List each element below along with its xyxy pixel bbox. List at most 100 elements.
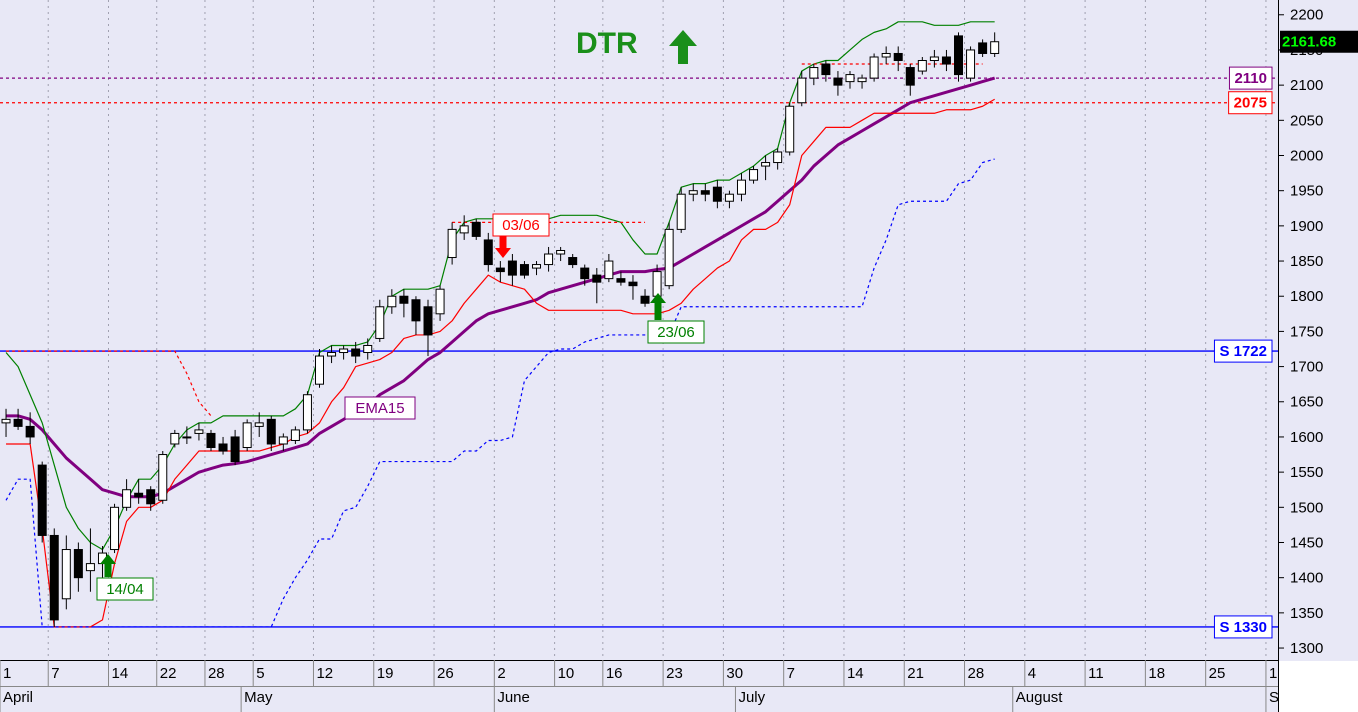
candle-body <box>266 418 276 445</box>
x-tick-label: 26 <box>437 665 454 682</box>
candle-body <box>483 239 493 266</box>
y-tick-label: 2050 <box>1290 112 1323 129</box>
y-tick-label: 1650 <box>1290 394 1323 411</box>
x-tick-label: 30 <box>726 665 743 682</box>
candle-body <box>869 56 879 79</box>
candle-body <box>447 228 457 259</box>
candle-body <box>917 60 927 72</box>
chart-title: DTR <box>576 27 638 60</box>
level-tag-label: 2110 <box>1234 70 1267 87</box>
y-tick-label: 1550 <box>1290 464 1323 481</box>
y-tick-label: 1450 <box>1290 534 1323 551</box>
x-tick-label: 4 <box>1028 665 1036 682</box>
candle-body <box>809 67 819 79</box>
x-tick-label: 11 <box>1088 665 1104 682</box>
candle-body <box>700 190 710 195</box>
x-tick-label: 16 <box>606 665 623 682</box>
candle-body <box>13 418 23 427</box>
candle-body <box>833 77 843 86</box>
candle-body <box>37 464 47 536</box>
candle-body <box>134 492 144 498</box>
y-tick-label: 1500 <box>1290 499 1323 516</box>
candle-body <box>399 295 409 304</box>
x-tick-label: 22 <box>160 665 177 682</box>
candle-body <box>73 549 83 579</box>
y-tick-label: 2000 <box>1290 147 1323 164</box>
x-tick-label: 7 <box>787 665 795 682</box>
candle-body <box>532 264 542 269</box>
title-arrow <box>669 30 697 64</box>
candle-body <box>857 77 867 83</box>
candle-body <box>736 179 746 195</box>
candle-body <box>435 288 445 315</box>
annotations: DTR <box>576 27 697 64</box>
level-tag-box <box>1228 66 1273 90</box>
candle-body <box>423 306 433 336</box>
axes <box>0 0 1279 712</box>
level-tag-box <box>1213 339 1273 363</box>
candle-body <box>194 429 204 434</box>
candle-body <box>49 534 59 621</box>
candle-body <box>363 344 373 354</box>
candle-body <box>616 278 626 283</box>
x-tick-label: 25 <box>1209 665 1226 682</box>
candle-body <box>471 221 481 237</box>
candle-body <box>978 42 988 54</box>
signal-box <box>96 577 154 601</box>
x-tick-label: 2 <box>497 665 505 682</box>
x-tick-label: 1 <box>3 665 11 682</box>
candle-body <box>929 56 939 62</box>
overlay: 1300135014001450150015501600165017001750… <box>0 7 1358 712</box>
x-tick-label: 21 <box>907 665 924 682</box>
candle-body <box>459 225 469 234</box>
candle-body <box>278 436 288 445</box>
candle-body <box>712 186 722 202</box>
candle-body <box>845 74 855 83</box>
candle-body <box>688 190 698 195</box>
candle-body <box>941 56 951 65</box>
x-tick-label: 23 <box>666 665 683 682</box>
ema-line <box>6 76 996 499</box>
x-tick-label: 14 <box>112 665 129 682</box>
level-tag-box <box>1213 615 1273 639</box>
candle-body <box>25 425 35 438</box>
level-tag: 2075 <box>1228 91 1273 115</box>
candle-body <box>302 394 312 431</box>
x-tick-label: 5 <box>256 665 264 682</box>
month-label: August <box>1016 689 1064 706</box>
candle-body <box>797 77 807 104</box>
candle-body <box>628 281 638 287</box>
x-tick-label: 7 <box>51 665 59 682</box>
candle-body <box>254 422 264 427</box>
candle-body <box>724 193 734 202</box>
candle-body <box>905 67 915 86</box>
candle-body <box>182 436 192 439</box>
candle-body <box>411 299 421 322</box>
candle-body <box>351 348 361 357</box>
candle-body <box>773 151 783 164</box>
candle-body <box>893 52 903 62</box>
candle-body <box>290 429 300 441</box>
y-tick-label: 2100 <box>1290 77 1323 94</box>
signal-box <box>647 320 705 344</box>
y-tick-label: 2200 <box>1290 7 1323 24</box>
x-tick-label: 10 <box>558 665 575 682</box>
signal-label: 03/06 <box>502 217 540 234</box>
y-tick-label: 1700 <box>1290 359 1323 376</box>
level-tag: S 1330 <box>1213 615 1273 639</box>
candle-body <box>122 489 132 508</box>
level-tag: 2110 <box>1228 66 1273 90</box>
x-tick-label: 19 <box>377 665 394 682</box>
candle-body <box>749 169 759 181</box>
candle-body <box>1 418 11 424</box>
candle-body <box>785 105 795 153</box>
y-tick-label: 1300 <box>1290 640 1323 657</box>
x-tick-label: 1 <box>1269 665 1277 682</box>
ema-tag-box <box>344 396 416 420</box>
candle-body <box>990 41 1000 54</box>
candle-body <box>966 49 976 79</box>
candle-body <box>339 348 349 354</box>
last-price-box <box>1280 30 1358 53</box>
level-tag-label: S 1722 <box>1219 343 1267 360</box>
candle-body <box>761 162 771 167</box>
